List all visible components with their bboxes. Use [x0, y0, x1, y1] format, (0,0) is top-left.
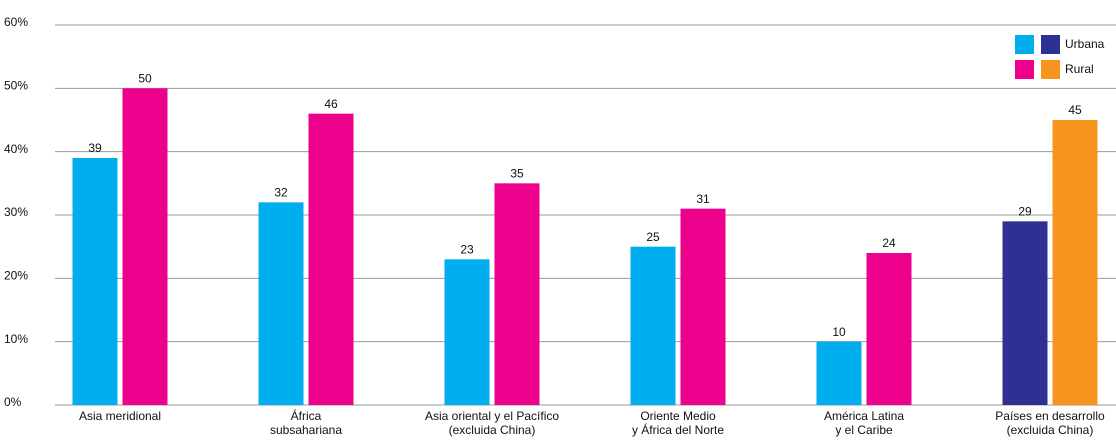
data-label: 39 — [88, 141, 102, 155]
data-label: 50 — [138, 72, 152, 86]
x-tick-label: África subsahariana — [269, 409, 343, 437]
data-label: 45 — [1068, 103, 1082, 117]
y-tick-label: 20% — [4, 269, 28, 283]
x-tick-label: Oriente Medio y África del Norte — [631, 409, 725, 437]
bar — [866, 253, 912, 405]
data-label: 35 — [510, 167, 524, 181]
data-label: 25 — [646, 230, 660, 244]
bar — [258, 202, 304, 405]
bar — [630, 246, 676, 405]
y-tick-label: 60% — [4, 15, 28, 29]
bar — [308, 113, 354, 406]
legend-swatch — [1015, 60, 1034, 79]
data-label: 10 — [832, 325, 846, 339]
y-tick-label: 40% — [4, 142, 28, 156]
legend-swatch — [1015, 35, 1034, 54]
legend-swatch — [1041, 35, 1060, 54]
y-tick-label: 0% — [4, 395, 22, 409]
legend-label: Urbana — [1065, 37, 1105, 51]
data-label: 46 — [324, 97, 338, 111]
bar — [1002, 221, 1048, 405]
y-tick-label: 10% — [4, 332, 28, 346]
x-tick-label: América Latina y el Caribe — [823, 409, 905, 437]
data-label: 24 — [882, 236, 896, 250]
bar — [816, 341, 862, 405]
bar — [680, 208, 726, 405]
y-tick-label: 50% — [4, 79, 28, 93]
bar — [494, 183, 540, 405]
bar — [122, 88, 168, 405]
data-label: 23 — [460, 243, 474, 257]
bar — [444, 259, 490, 405]
bar — [1052, 120, 1098, 405]
y-tick-label: 30% — [4, 205, 28, 219]
bar — [72, 158, 118, 405]
legend-label: Rural — [1065, 62, 1094, 76]
x-tick-label: Países en desarrollo (excluida China) — [995, 409, 1105, 437]
x-tick-label: Asia meridional — [78, 409, 162, 423]
x-tick-label: Asia oriental y el Pacífico (excluida Ch… — [424, 409, 560, 437]
data-label: 29 — [1018, 205, 1032, 219]
legend-swatch — [1041, 60, 1060, 79]
data-label: 31 — [696, 192, 710, 206]
data-label: 32 — [274, 186, 288, 200]
